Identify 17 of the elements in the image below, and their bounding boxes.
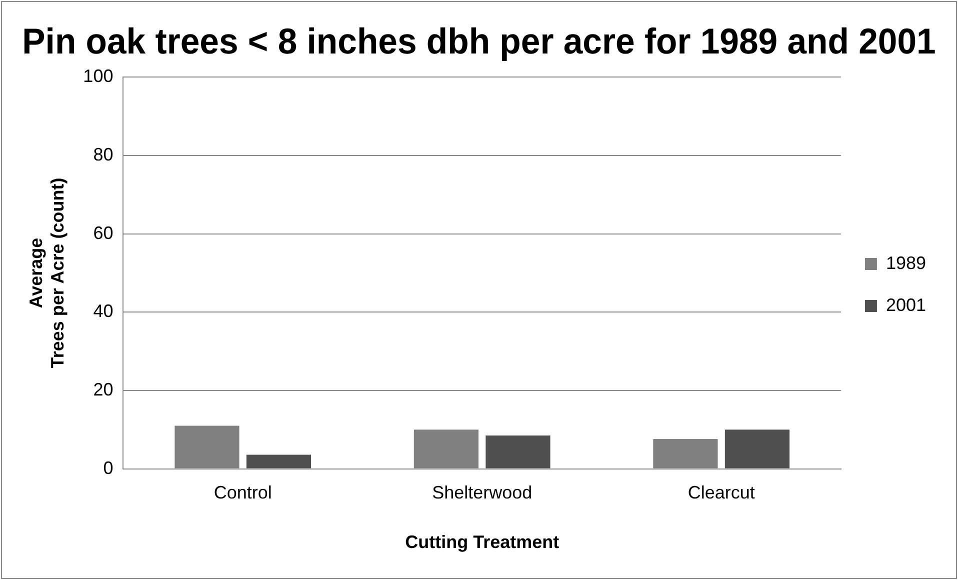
y-tick-label: 0 xyxy=(103,458,114,478)
x-axis-title: Cutting Treatment xyxy=(405,532,560,552)
bar xyxy=(246,454,312,468)
legend-label: 2001 xyxy=(886,294,926,315)
bar xyxy=(724,430,790,468)
x-tick-label: Control xyxy=(214,482,272,503)
y-tick-label: 40 xyxy=(93,301,114,322)
chart-title: Pin oak trees < 8 inches dbh per acre for 1989 and 2001 xyxy=(22,22,936,62)
bar xyxy=(486,436,550,468)
x-tick-label: Clearcut xyxy=(688,482,755,503)
y-tick-label: 80 xyxy=(93,144,114,164)
y-axis-title: Average Trees per Acre (count) xyxy=(26,178,68,368)
y-tick-label: 20 xyxy=(93,379,114,400)
y-tick-label: 100 xyxy=(83,66,114,86)
y-tick-label: 60 xyxy=(93,222,114,243)
legend-label: 1989 xyxy=(886,252,926,273)
x-tick-label: Shelterwood xyxy=(432,482,532,503)
